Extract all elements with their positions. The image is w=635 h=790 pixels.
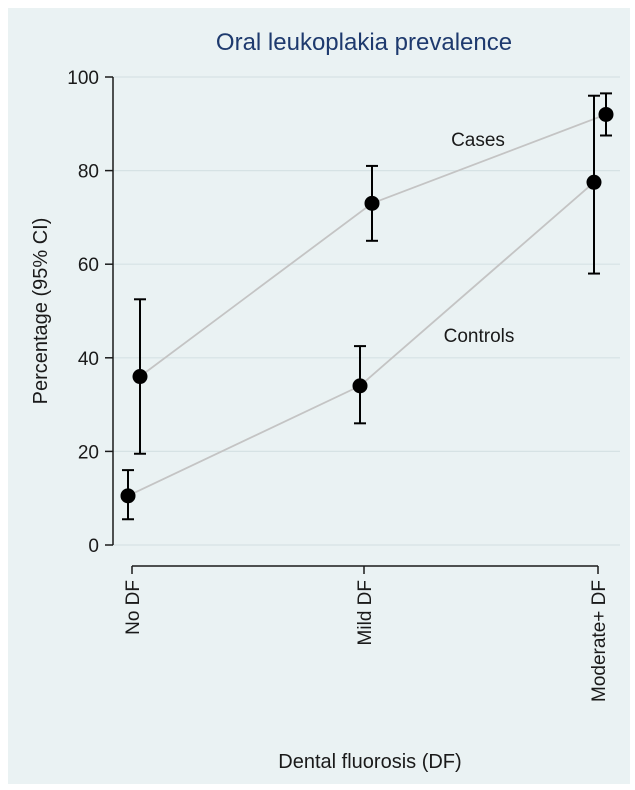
data-point-controls-2	[586, 174, 602, 190]
x-tick-label-2: Moderate+ DF	[589, 580, 610, 702]
series-connectors	[127, 113, 607, 497]
y-axis-title: Percentage (95% CI)	[30, 218, 52, 405]
x-tick-label-1: Mild DF	[355, 580, 376, 645]
data-point-controls-1	[352, 378, 368, 394]
series-label-cases: Cases	[451, 130, 505, 151]
x-ticks: No DF Mild DF Moderate+ DF	[123, 566, 610, 702]
data-point-controls-0	[120, 488, 136, 504]
chart-panel	[8, 8, 630, 784]
data-point-cases-1	[364, 195, 380, 211]
data-point-cases-2	[598, 106, 614, 122]
series-label-controls: Controls	[444, 326, 515, 347]
y-tick-label-40: 40	[78, 349, 99, 370]
y-tick-label-80: 80	[78, 162, 99, 183]
y-tick-label-100: 100	[67, 68, 99, 89]
chart-title: Oral leukoplakia prevalence	[216, 29, 512, 56]
grid-lines	[113, 76, 620, 546]
x-tick-label-0: No DF	[123, 580, 144, 635]
y-tick-label-60: 60	[78, 255, 99, 276]
data-point-cases-0	[132, 369, 148, 385]
y-tick-label-0: 0	[88, 536, 99, 557]
connector-line-controls	[127, 181, 595, 497]
y-ticks: 0 20 40 60 80 100	[67, 68, 113, 557]
x-axis-title: Dental fluorosis (DF)	[278, 751, 461, 773]
axes	[112, 77, 598, 567]
connector-line-cases	[139, 113, 607, 378]
error-bars	[122, 92, 612, 521]
data-points	[120, 106, 614, 504]
y-tick-label-20: 20	[78, 442, 99, 463]
